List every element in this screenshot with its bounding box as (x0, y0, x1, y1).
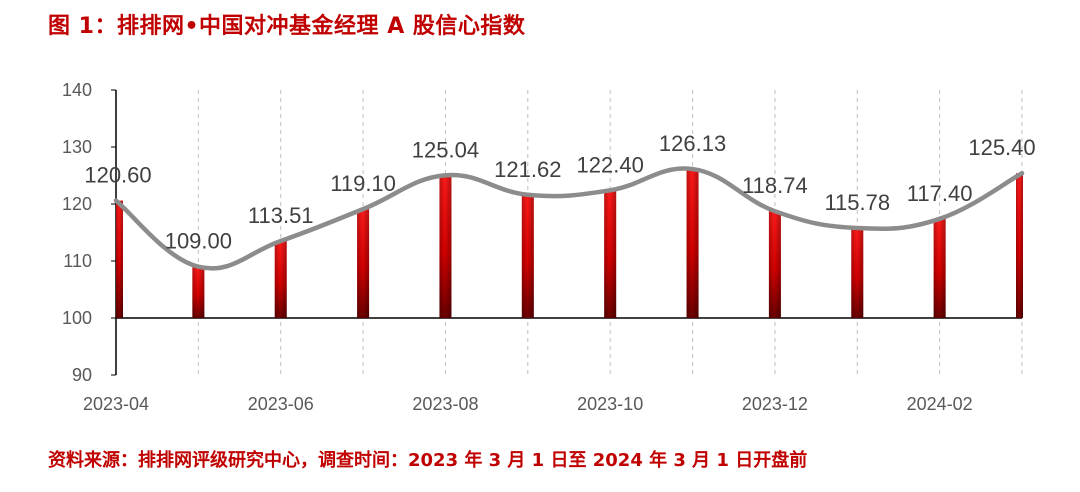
data-labels: 120.60 109.00 113.51 119.10 125.04 121.62 122.… (84, 131, 1035, 254)
data-label: 125.40 (968, 135, 1035, 160)
y-tick-label: 130 (62, 137, 92, 157)
data-label: 117.40 (907, 181, 973, 206)
axes: 90 100 110 120 130 140 2023-04 2023-06 2023-08 20… (62, 80, 1022, 414)
data-label: 121.62 (494, 157, 561, 182)
bar-shade (116, 200, 123, 318)
series-line (113, 166, 1025, 271)
bar-shade (604, 190, 617, 318)
y-tick-label: 100 (62, 308, 92, 328)
bar-shade (933, 218, 946, 318)
data-label: 120.60 (84, 163, 151, 188)
data-label: 115.78 (824, 190, 890, 215)
bar-shade (768, 211, 781, 318)
data-label: 109.00 (165, 229, 232, 254)
x-tick-label: 2023-04 (83, 394, 149, 414)
bar-shade (851, 228, 864, 318)
y-tick-label: 110 (63, 251, 92, 271)
data-label: 125.04 (412, 137, 479, 162)
x-tick-label: 2023-06 (248, 394, 314, 414)
bar-shade (192, 266, 205, 318)
bar-shade (686, 169, 699, 318)
data-label: 118.74 (742, 173, 808, 198)
x-tick-label: 2023-12 (742, 394, 808, 414)
bars (116, 169, 1023, 318)
bar-shade (1016, 173, 1023, 318)
y-tick-label: 90 (72, 365, 92, 385)
data-label: 126.13 (659, 131, 726, 156)
source-note: 资料来源：排排网评级研究中心，调查时间：2023 年 3 月 1 日至 2024… (48, 450, 808, 471)
data-label: 122.40 (577, 152, 644, 177)
trend-line (113, 166, 1025, 271)
x-tick-label: 2024-02 (907, 394, 973, 414)
bar-shade (439, 175, 452, 318)
chart-title: 图 1：排排网•中国对冲基金经理 A 股信心指数 (48, 14, 526, 39)
data-label: 119.10 (330, 171, 396, 196)
bar-shade (274, 240, 287, 318)
x-tick-label: 2023-10 (577, 394, 643, 414)
bar-shade (357, 209, 370, 318)
data-label: 113.51 (248, 203, 314, 228)
bar-shade (521, 194, 534, 318)
y-tick-label: 140 (62, 80, 92, 100)
x-tick-label: 2023-08 (412, 394, 478, 414)
y-tick-label: 120 (62, 194, 92, 214)
